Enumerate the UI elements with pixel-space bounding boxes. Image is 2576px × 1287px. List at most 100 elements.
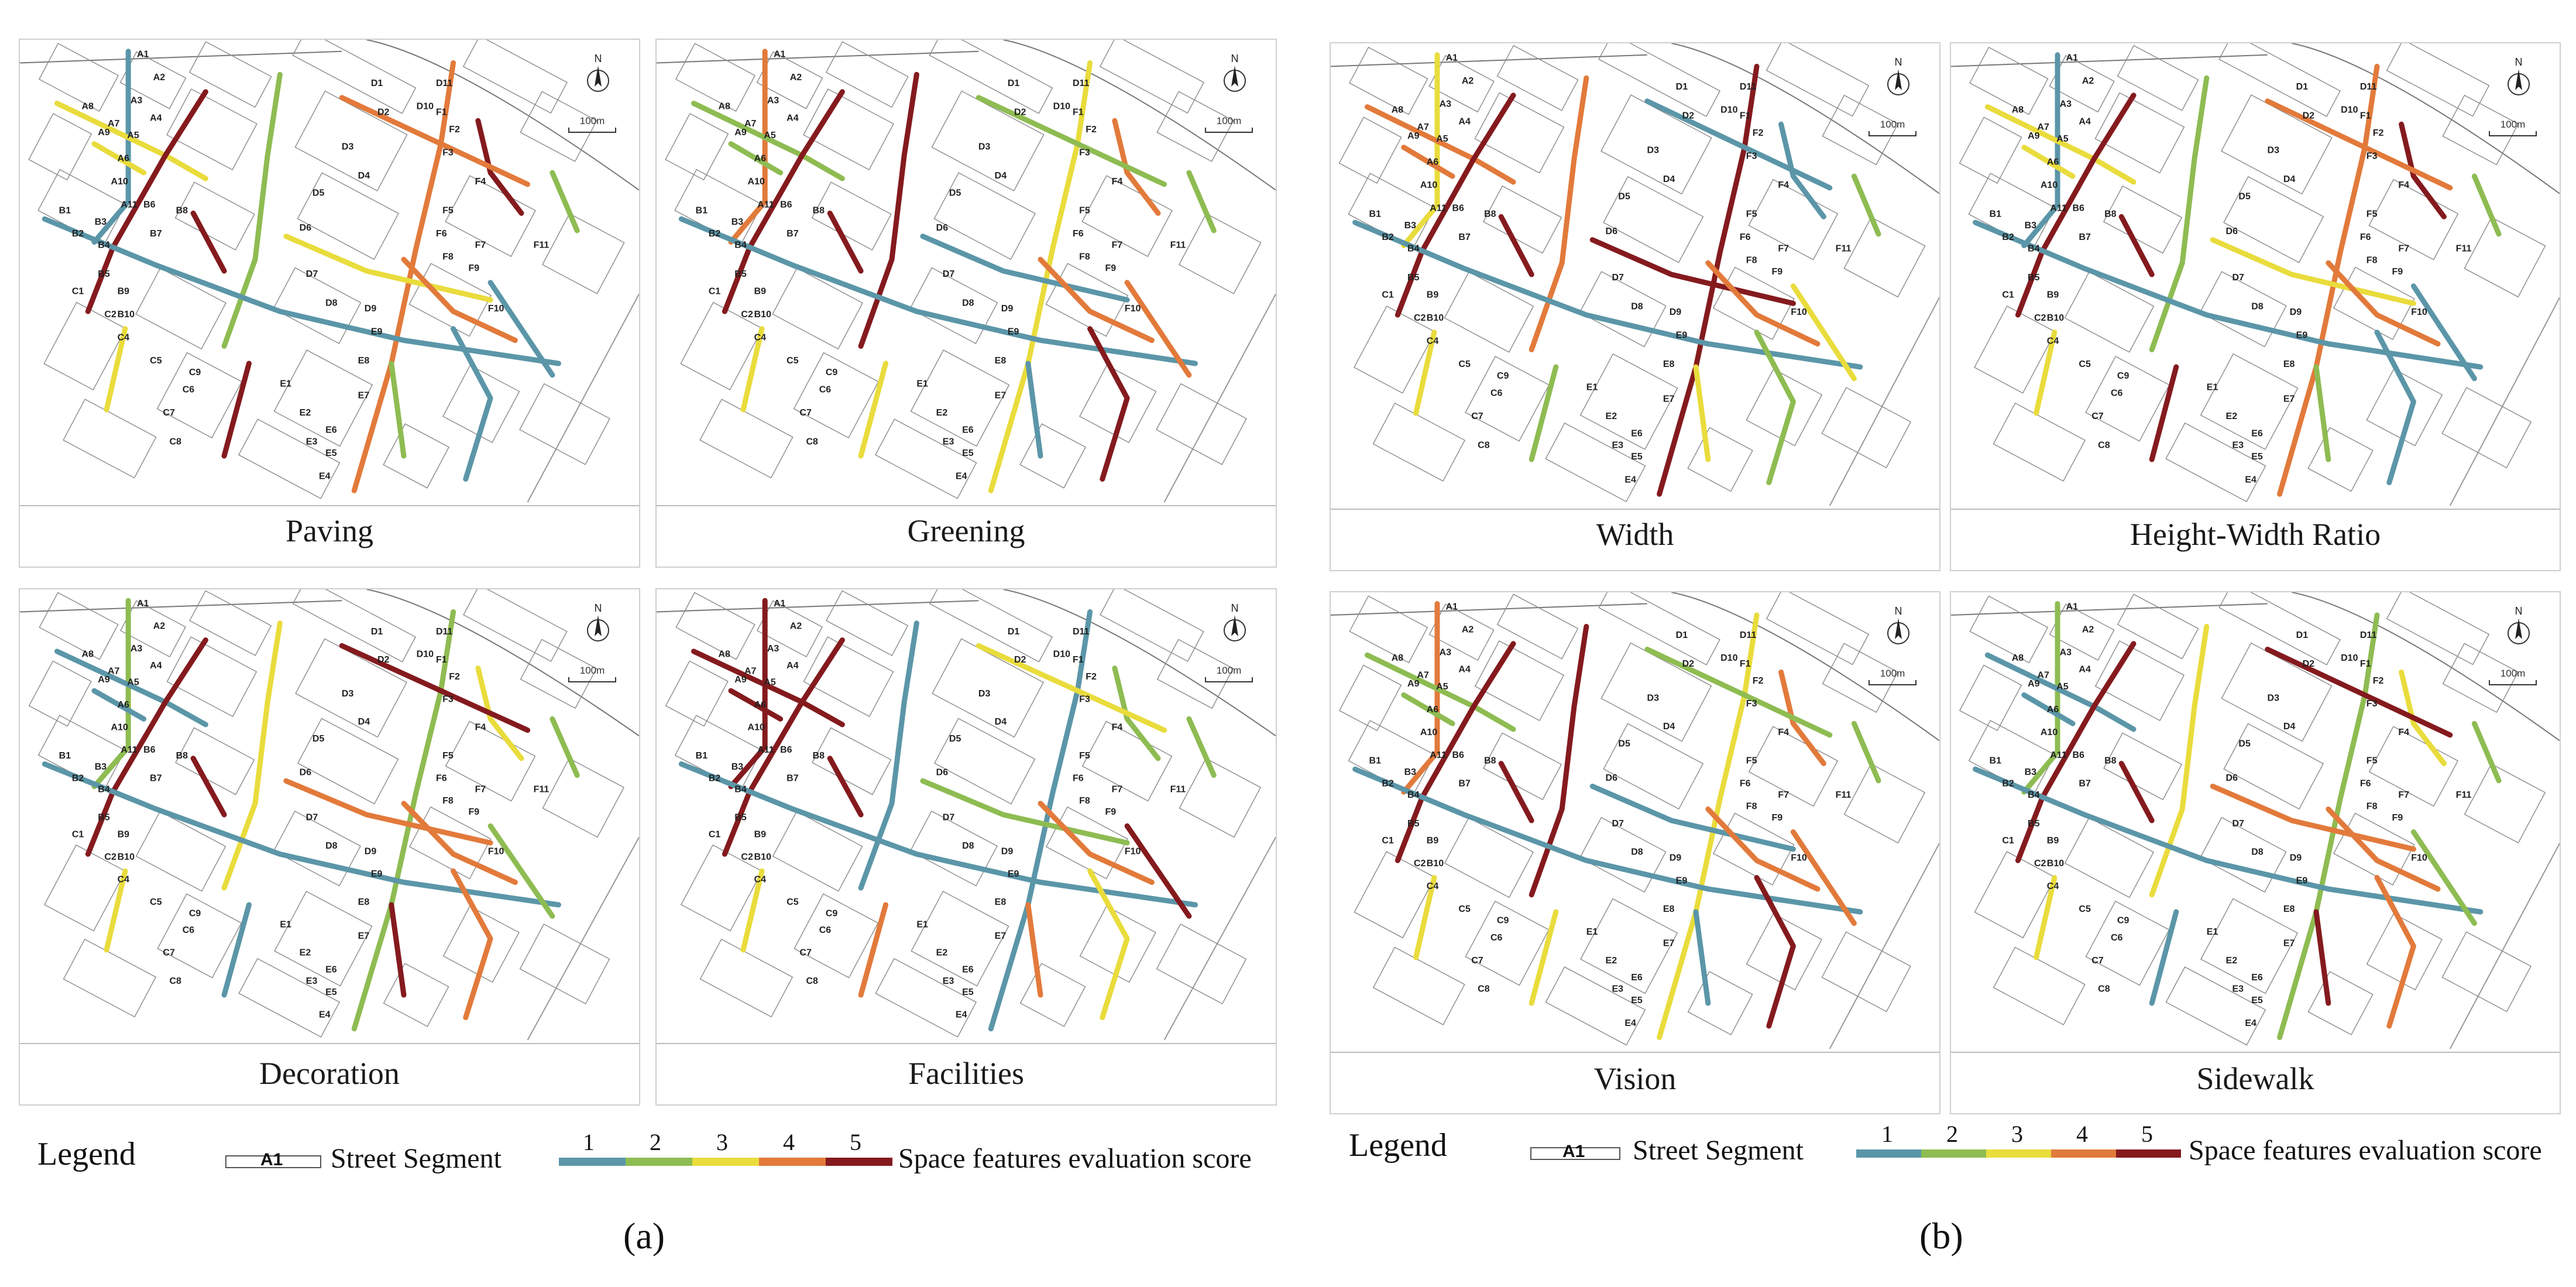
segment-label: A10	[1420, 180, 1437, 190]
segment-label: A7	[744, 119, 757, 129]
map-panel-paving: A1 A2 A3 A4 A5 A6 A7 A8 A9 A10 A11 B1 B2 B3 B4 B5 B6 B7 B8…	[19, 39, 640, 568]
street-segment-line	[85, 637, 208, 857]
segment-label: D6	[300, 223, 312, 233]
segment-label: A3	[130, 96, 143, 106]
segment-label: F2	[1086, 125, 1097, 135]
segment-label: D9	[1670, 307, 1682, 317]
segment-label: C6	[2111, 388, 2123, 398]
street-segment-line	[1352, 766, 1863, 915]
street-segment-line	[2149, 364, 2179, 462]
street-segment-line	[1401, 145, 1455, 179]
panel-title: Width	[1596, 517, 1674, 552]
segment-label: F3	[1079, 695, 1090, 705]
segment-label: A6	[754, 153, 767, 163]
scale-label: 100m	[580, 115, 605, 126]
street-segment-line	[2149, 624, 2210, 898]
segment-label: E5	[2251, 996, 2263, 1005]
segment-label: F8	[2367, 802, 2378, 812]
segment-label: D9	[2290, 307, 2302, 317]
north-arrow-icon: N	[587, 53, 609, 92]
segment-label: E4	[956, 472, 967, 482]
panel-title: Facilities	[908, 1056, 1024, 1091]
street-segment-line	[1529, 624, 1589, 898]
segment-label: D3	[1647, 693, 1660, 703]
segment-label: C6	[1490, 388, 1503, 398]
segment-label: B2	[72, 229, 84, 239]
panel-title: Height-Width Ratio	[2130, 517, 2381, 552]
segment-label: A8	[1392, 653, 1404, 663]
segment-label: C2	[741, 852, 753, 862]
score-swatch-5	[2116, 1149, 2181, 1158]
street-segment-line	[1973, 219, 2484, 370]
map-base	[1331, 592, 1939, 1049]
segment-label: A4	[786, 113, 799, 123]
segment-label: E4	[319, 1010, 331, 1020]
segment-label: E5	[962, 987, 974, 997]
segment-label: C1	[72, 287, 84, 297]
street-segment-line	[2034, 875, 2058, 960]
segment-label: D4	[2283, 174, 2296, 184]
score-number: 4	[783, 1129, 795, 1155]
segment-label: A4	[2079, 116, 2091, 126]
street-segment-line	[722, 637, 845, 857]
street-segment-line	[190, 756, 227, 818]
north-label: N	[595, 53, 602, 64]
segment-label: E6	[325, 425, 337, 435]
map-panel-vision: A1 A2 A3 A4 A5 A6 A7 A8 A9 A10 A11 B1 B2 B3 B4 B5 B6 B7 B8…	[1330, 591, 1940, 1114]
segment-label: F8	[1079, 796, 1090, 806]
segment-label: A5	[1436, 682, 1448, 692]
street-segment-line	[351, 60, 456, 493]
segment-label: B6	[2072, 750, 2084, 760]
segment-label: A1	[1446, 53, 1458, 63]
street-segment-line	[2399, 121, 2447, 219]
segment-label: A11	[757, 745, 774, 755]
segment-label: A9	[1407, 131, 1420, 141]
segment-label: D7	[2232, 819, 2244, 829]
street-segment-line	[1705, 806, 1821, 892]
legend-title: Legend	[37, 1136, 136, 1172]
segment-label: E3	[1612, 440, 1623, 450]
segment-label: F10	[2411, 307, 2427, 317]
segment-label: F11	[534, 785, 549, 795]
street-segment-line	[549, 170, 580, 234]
segment-labels: A1 A2 A3 A4 A5 A6 A7 A8 A9 A10 A11 B1 B2 B3 B4 B5 B6 B7 B8…	[1990, 53, 2472, 485]
street-segment-line	[1589, 784, 1796, 852]
segment-label: F3	[1746, 699, 1757, 709]
segment-label: B8	[176, 205, 188, 215]
segment-label: A8	[1392, 105, 1404, 115]
segment-label: E2	[1606, 956, 1617, 966]
segment-label: B6	[143, 200, 156, 210]
segment-label: B5	[98, 269, 110, 279]
street-segment-line	[487, 823, 555, 919]
segment-label: B2	[72, 773, 84, 783]
score-number: 2	[1946, 1121, 1958, 1147]
street-segment-label: Street Segment	[1633, 1135, 1804, 1166]
segment-label: E1	[1586, 927, 1598, 937]
segment-label: D4	[2283, 722, 2296, 732]
segment-label: F4	[1778, 180, 1789, 190]
north-label: N	[1895, 56, 1902, 68]
segment-label: D1	[1008, 627, 1020, 637]
segment-label: B4	[98, 785, 110, 795]
street-segment-line	[1401, 692, 1455, 726]
segment-label: A10	[748, 723, 765, 733]
segment-label: F9	[2392, 267, 2403, 277]
segment-bar	[1530, 1147, 1620, 1160]
segment-label: E1	[280, 920, 291, 930]
street-map: A1 A2 A3 A4 A5 A6 A7 A8 A9 A10 A11 B1 B2 B3 B4 B5 B6 B7 B8…	[657, 589, 1276, 1044]
segment-label: C8	[1478, 984, 1490, 994]
segment-label: E6	[325, 965, 337, 975]
segment-label: B10	[754, 310, 771, 320]
segment-label: E8	[358, 897, 370, 907]
segment-label: E2	[300, 408, 311, 418]
street-segment-line	[1038, 801, 1155, 885]
segment-label: B5	[734, 269, 747, 279]
map-panel-width: A1 A2 A3 A4 A5 A6 A7 A8 A9 A10 A11 B1 B2 B3 B4 B5 B6 B7 B8…	[1330, 42, 1940, 571]
segment-label: D9	[365, 846, 377, 856]
segment-label: C2	[1414, 859, 1426, 869]
north-label: N	[1895, 605, 1902, 617]
segment-label: A9	[2028, 679, 2040, 689]
segment-label: C6	[2111, 933, 2123, 943]
street-segment-line	[2326, 260, 2441, 346]
segment-label: C7	[2091, 956, 2104, 966]
